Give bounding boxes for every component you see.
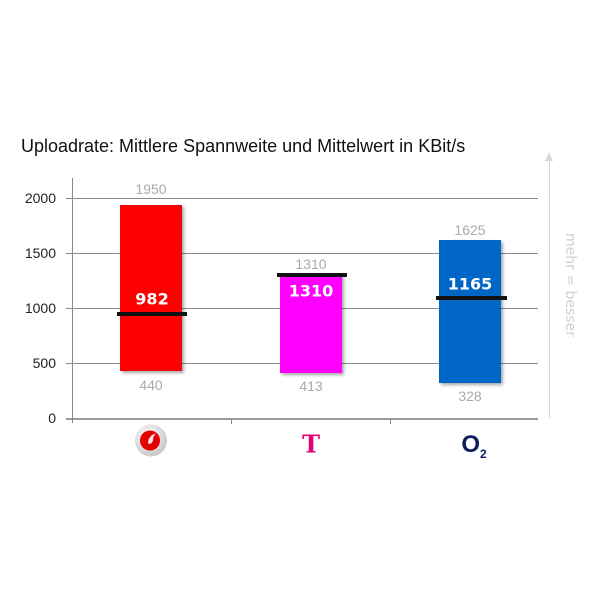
gridline [66,253,538,254]
bar-o2 [439,240,501,383]
min-label-vodafone: 440 [139,377,163,393]
gridline [66,198,538,199]
arrow-up-icon [545,152,553,161]
max-label-o2: 1625 [454,222,486,238]
o2-logo-icon: O2 [461,431,486,461]
min-label-o2: 328 [458,388,482,404]
x-axis [66,418,538,420]
y-axis [72,178,73,423]
x-tick [231,419,232,424]
chart-title: Uploadrate: Mittlere Spannweite und Mitt… [21,136,466,156]
side-note: mehr = besser [562,233,578,337]
mean-line-telekom [277,273,347,277]
y-tick-1500: 1500 [24,245,56,261]
bar-telekom [280,274,342,373]
arrow-line [549,160,550,418]
mean-label-telekom: 1310 [288,281,334,301]
max-label-telekom: 1310 [295,256,327,272]
o2-logo-subscript: 2 [479,446,487,461]
y-tick-500: 500 [32,355,56,371]
mean-line-o2 [436,296,507,300]
y-tick-0: 0 [48,410,56,426]
min-label-telekom: 413 [299,378,323,394]
y-tick-1000: 1000 [24,300,56,316]
mean-label-vodafone: 982 [135,289,169,309]
mean-line-vodafone [117,312,187,316]
telekom-logo-icon: T [302,429,320,459]
bar-vodafone [120,204,182,371]
mean-label-o2: 1165 [447,274,493,294]
x-tick [390,419,391,424]
vodafone-logo-icon [134,424,168,463]
o2-logo-letter: O [461,431,480,459]
max-label-vodafone: 1950 [135,181,167,197]
y-tick-2000: 2000 [24,190,56,206]
